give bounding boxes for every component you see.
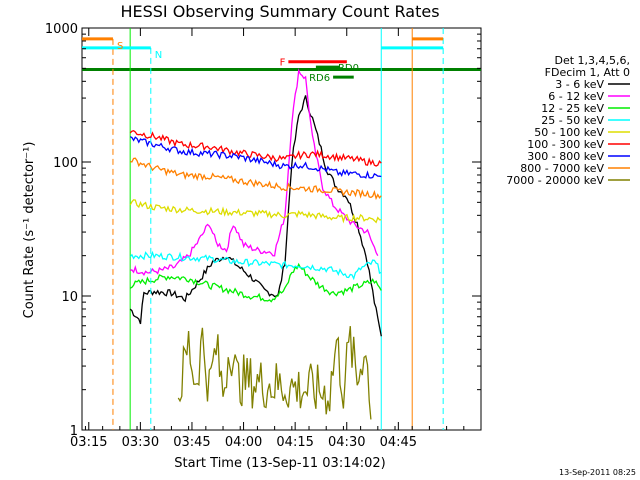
- x-axis-label: Start Time (13-Sep-11 03:14:02): [174, 456, 385, 471]
- series-line-300-800keV: [129, 136, 382, 179]
- plot-border: [81, 27, 482, 431]
- legend: Det 1,3,4,5,6,FDecim 1, Att 03 - 6 keV6 …: [506, 54, 630, 187]
- series-line-25-50keV: [129, 250, 382, 281]
- axes: 03:15 03:30 03:45 04:00 04:15 04:30 04:45 1 10 10…: [45, 22, 482, 450]
- y-tick-label: 1: [70, 424, 78, 439]
- x-tick-label: 04:00: [225, 435, 262, 450]
- x-tick-label: 03:15: [70, 435, 107, 450]
- marker-label-f: F: [280, 58, 286, 69]
- legend-header: Det 1,3,4,5,6,: [554, 54, 630, 67]
- legend-label: 100 - 300 keV: [527, 138, 604, 151]
- series-line-50-100keV: [129, 199, 382, 224]
- x-tick-label: 04:15: [276, 435, 313, 450]
- x-tick-label: 04:45: [380, 435, 417, 450]
- plot-area: [82, 28, 481, 430]
- y-tick-label: 100: [53, 156, 78, 171]
- series-line-7000-20000keV: [177, 326, 372, 420]
- series-line-100-300keV: [129, 129, 382, 167]
- y-axis-label: Count Rate (s⁻¹ detector⁻¹): [22, 142, 37, 319]
- marker-label-rd6: RD6: [309, 73, 330, 84]
- marker-label-rd0: RD0: [338, 63, 359, 74]
- y-tick-label: 10: [61, 290, 78, 305]
- series-line-800-7000keV: [130, 157, 382, 201]
- series-line-12-25keV: [129, 262, 382, 303]
- legend-label: 800 - 7000 keV: [520, 162, 604, 175]
- legend-label: 12 - 25 keV: [541, 102, 604, 115]
- chart-title: HESSI Observing Summary Count Rates: [120, 2, 439, 21]
- footer-timestamp: 13-Sep-2011 08:25: [559, 468, 636, 477]
- legend-label: 6 - 12 keV: [548, 90, 604, 103]
- series-line-6-12keV: [130, 68, 379, 277]
- legend-header: FDecim 1, Att 0: [545, 66, 630, 79]
- series-line-3-6keV: [129, 95, 382, 337]
- x-tick-label: 04:30: [328, 435, 365, 450]
- marker-label-s: S: [117, 41, 123, 52]
- y-tick-label: 1000: [45, 22, 78, 37]
- x-tick-label: 03:45: [173, 435, 210, 450]
- plot-frame: [81, 27, 482, 431]
- legend-label: 3 - 6 keV: [555, 78, 604, 91]
- legend-label: 300 - 800 keV: [527, 150, 604, 163]
- marker-label-n: N: [155, 50, 162, 61]
- legend-label: 50 - 100 keV: [534, 126, 604, 139]
- legend-label: 7000 - 20000 keV: [506, 174, 604, 187]
- x-tick-label: 03:30: [122, 435, 159, 450]
- legend-label: 25 - 50 keV: [541, 114, 604, 127]
